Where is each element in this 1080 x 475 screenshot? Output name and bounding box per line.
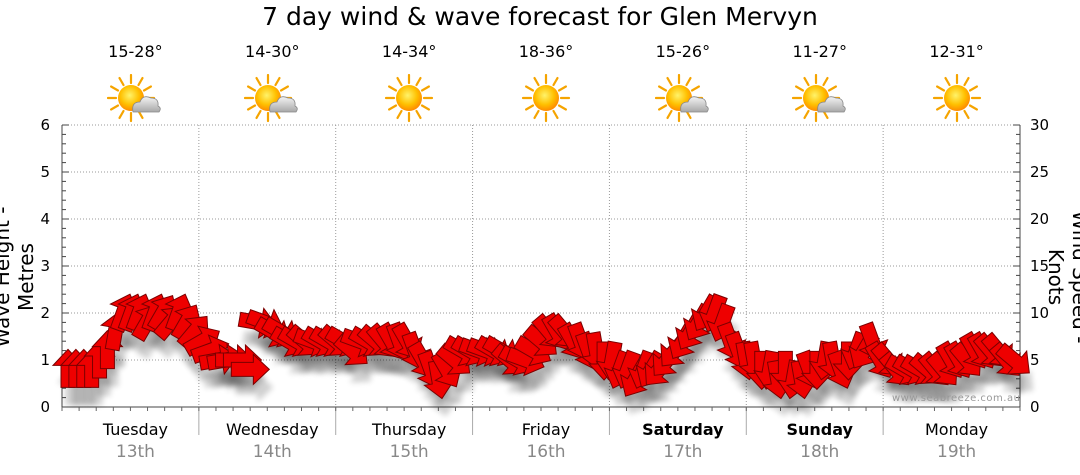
sunny-icon <box>521 74 571 123</box>
day-name: Tuesday <box>102 420 168 439</box>
day-date: 14th <box>252 442 292 462</box>
left-tick-label: 6 <box>40 116 50 134</box>
left-tick-label: 5 <box>40 163 50 181</box>
day-name: Friday <box>521 420 571 439</box>
partly-cloudy-icon <box>244 74 298 123</box>
day-name: Thursday <box>371 420 447 439</box>
wind-arrow-shadow <box>235 372 274 403</box>
left-tick-label: 1 <box>40 351 50 369</box>
chart-title: 7 day wind & wave forecast for Glen Merv… <box>262 2 818 31</box>
day-temperature: 18-36° <box>518 42 574 61</box>
right-tick-label: 15 <box>1030 257 1049 275</box>
day-name: Saturday <box>642 420 724 439</box>
partly-cloudy-icon <box>107 74 162 123</box>
left-tick-label: 3 <box>40 257 50 275</box>
day-temperature: 15-26° <box>655 42 711 61</box>
day-date: 15th <box>389 442 429 462</box>
day-date: 13th <box>115 442 155 462</box>
left-tick-label: 4 <box>40 210 50 228</box>
right-tick-label: 25 <box>1030 163 1049 181</box>
right-tick-label: 0 <box>1030 398 1040 416</box>
wind-arrows <box>51 293 1030 400</box>
left-tick-label: 0 <box>40 398 50 416</box>
right-tick-label: 30 <box>1030 116 1049 134</box>
day-date: 16th <box>526 442 566 462</box>
partly-cloudy-icon <box>654 74 709 123</box>
day-temperature: 15-28° <box>108 42 163 61</box>
day-date: 18th <box>800 442 840 462</box>
wind-arrow <box>995 342 1030 375</box>
day-name: Monday <box>924 420 989 439</box>
right-tick-label: 10 <box>1030 304 1049 322</box>
day-date: 17th <box>663 442 703 462</box>
sunny-icon <box>932 74 981 123</box>
day-temperature: 11-27° <box>792 42 847 61</box>
day-name: Wednesday <box>225 420 319 439</box>
day-temperature: 14-30° <box>245 42 300 61</box>
watermark: www.seabreeze.com.au <box>892 393 1021 404</box>
day-date: 19th <box>937 442 977 462</box>
left-tick-label: 2 <box>40 304 50 322</box>
right-tick-label: 20 <box>1030 210 1049 228</box>
sunny-icon <box>385 74 434 123</box>
right-tick-label: 5 <box>1030 351 1040 369</box>
day-name: Sunday <box>786 420 853 439</box>
day-temperature: 12-31° <box>929 42 984 61</box>
wind-arrow <box>230 353 271 386</box>
y-axis-right-label: Wind Speed - Knots <box>1044 210 1080 344</box>
y-axis-left-label: Wave Height - Metres <box>0 207 38 348</box>
day-temperature: 14-34° <box>381 42 437 61</box>
partly-cloudy-icon <box>791 74 846 123</box>
